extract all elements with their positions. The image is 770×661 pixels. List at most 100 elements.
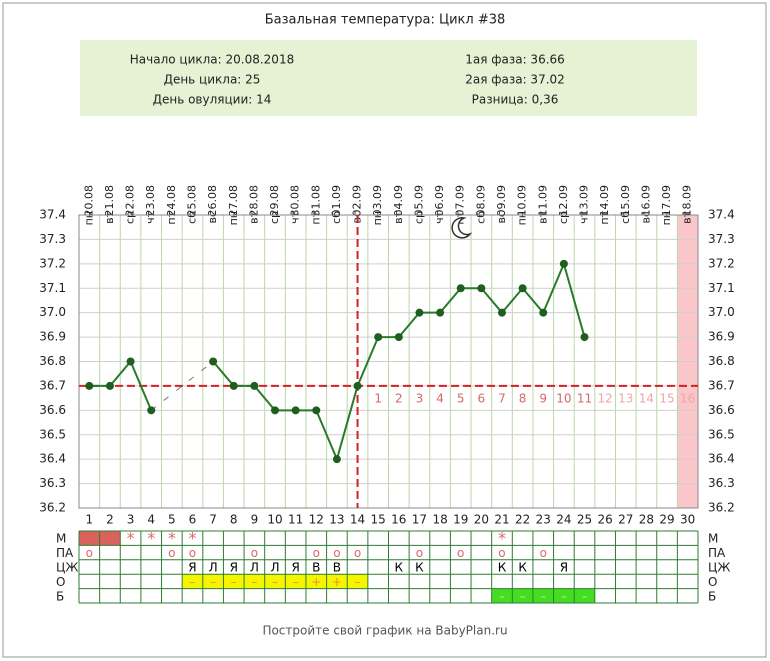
cell-text: – [561,589,567,603]
cell-fill [285,574,306,589]
x-tick-label: 18 [432,513,447,527]
luteal-day-label: 14 [639,391,654,405]
luteal-day-label: 12 [598,391,613,405]
y-tick-label: 36.4 [39,452,66,466]
cell-text: – [251,575,257,589]
date-label: 15.09 [619,185,632,217]
weekday-label: вт [392,210,405,223]
x-tick-label: 25 [577,513,592,527]
luteal-day-label: 13 [618,391,633,405]
x-tick-label: 27 [618,513,633,527]
weekday-label: сб [185,211,198,224]
y-tick-label: 36.7 [39,378,66,392]
cell-text: * [168,529,176,548]
cell-text: К [395,561,404,575]
row-label-right: О [708,575,717,589]
x-tick-label: 30 [680,513,695,527]
date-label: 05.09 [412,185,425,217]
date-label: 22.08 [124,185,137,217]
weekday-label: вс [639,211,652,224]
luteal-day-label: 6 [478,391,486,405]
y2-tick-label: 36.4 [708,452,735,466]
plot-border [78,214,699,509]
temperature-line [89,359,153,411]
cell-fill [347,574,368,589]
x-tick-label: 19 [453,513,468,527]
luteal-day-label: 11 [577,391,592,405]
date-label: 16.09 [639,185,652,217]
y2-tick-label: 37.4 [708,208,735,222]
row-label: Б [56,589,64,603]
x-tick-label: 21 [494,513,509,527]
date-label: 20.08 [82,185,95,217]
weekday-label: вт [103,210,116,223]
cell-text: Я [188,561,196,575]
info-left: День цикла: 25 [164,73,261,87]
weekday-label: ср [268,211,281,224]
cell-fill [326,574,348,589]
weekday-label: пн [82,211,95,225]
luteal-day-label: 15 [659,391,674,405]
cell-text: – [231,575,237,589]
cell-fill [244,574,265,589]
cell-fill [182,574,203,589]
cell-text: о [498,546,505,560]
cell-text: К [518,561,527,575]
cell-fill [223,574,245,589]
cell-text: + [332,575,342,589]
cell-text: о [457,546,464,560]
temperature-point [539,308,548,317]
row-label: ПА [56,546,74,560]
cell-text: – [272,575,278,589]
x-tick-label: 24 [556,513,571,527]
x-tick-label: 2 [106,513,114,527]
weekday-label: пн [660,211,673,225]
date-label: 02.09 [351,185,364,217]
y2-tick-label: 36.5 [708,427,735,441]
y-tick-label: 36.6 [39,403,66,417]
y-tick-label: 36.3 [39,476,66,490]
cell-text: о [189,546,196,560]
date-label: 18.09 [681,185,694,217]
weekday-label: вс [206,211,219,224]
temperature-point [105,381,114,390]
x-tick-label: 12 [309,513,324,527]
weekday-label: вс [495,211,508,224]
weekday-label: чт [578,210,591,223]
cell-text: * [127,529,135,548]
cell-text: – [499,589,505,603]
weekday-label: пт [165,210,178,224]
weekday-label: пт [309,210,322,224]
cell-text: о [86,546,93,560]
y2-tick-label: 37.1 [708,281,735,295]
row-label-right: Б [708,589,716,603]
x-tick-label: 3 [127,513,135,527]
cell-text: К [415,561,424,575]
date-label: 08.09 [474,185,487,217]
y-tick-label: 36.8 [39,354,66,368]
date-label: 17.09 [660,185,673,217]
cell-text: Я [230,561,238,575]
date-label: 06.09 [433,185,446,217]
cell-text: о [313,546,320,560]
date-label: 28.08 [247,185,260,217]
luteal-day-label: 16 [680,391,695,405]
x-tick-label: 4 [147,513,155,527]
date-label: 21.08 [103,185,116,217]
date-label: 30.08 [289,185,302,217]
x-tick-label: 23 [536,513,551,527]
weekday-label: вт [681,210,694,223]
y2-tick-label: 37.3 [708,232,735,246]
info-left: День овуляции: 14 [153,93,272,107]
x-tick-label: 13 [329,513,344,527]
cell-text: о [354,546,361,560]
date-label: 24.08 [165,185,178,217]
temperature-point [229,381,238,390]
cell-text: Я [560,561,568,575]
luteal-day-label: 2 [395,391,403,405]
y-tick-label: 37.2 [39,256,66,270]
y2-tick-label: 36.3 [708,476,735,490]
temperature-point [497,308,506,317]
y-tick-label: 37.4 [39,208,66,222]
